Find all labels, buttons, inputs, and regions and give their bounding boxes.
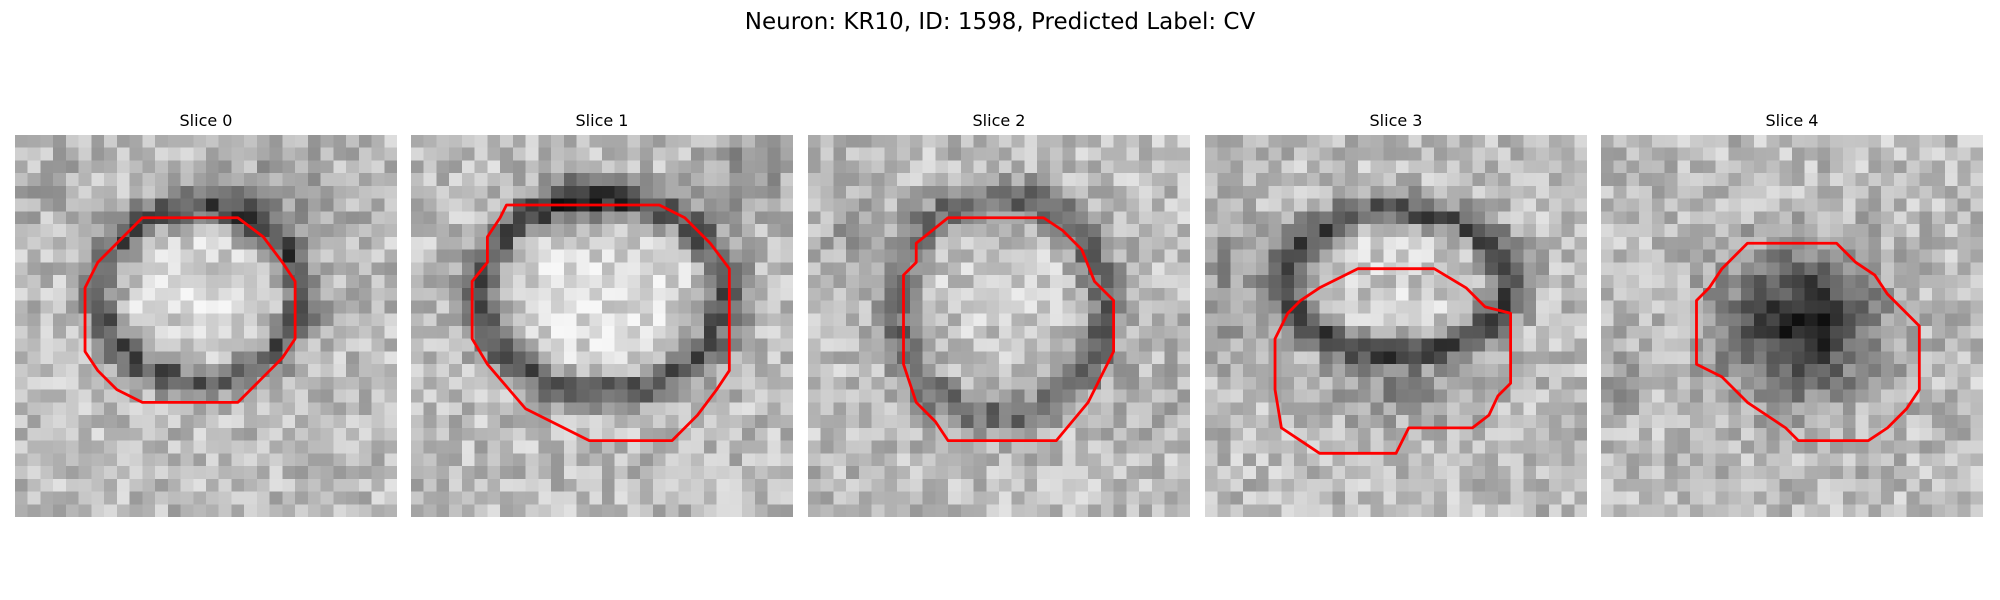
slice-title-3: Slice 3 bbox=[1369, 111, 1423, 130]
slice-title-0: Slice 0 bbox=[179, 111, 233, 130]
slice-image-1 bbox=[411, 135, 793, 517]
slice-panel-2: Slice 2 bbox=[808, 108, 1190, 517]
roi-contour-0 bbox=[83, 216, 297, 404]
roi-contour-2 bbox=[902, 216, 1116, 443]
slice-image-3 bbox=[1205, 135, 1587, 517]
roi-contour-3 bbox=[1273, 267, 1513, 455]
slice-image-0 bbox=[15, 135, 397, 517]
slice-panel-3: Slice 3 bbox=[1205, 108, 1587, 517]
slice-title-2: Slice 2 bbox=[972, 111, 1026, 130]
slice-title-1: Slice 1 bbox=[575, 111, 629, 130]
slice-image-2 bbox=[808, 135, 1190, 517]
slice-image-4 bbox=[1601, 135, 1983, 517]
roi-contour-1 bbox=[470, 203, 731, 443]
roi-contour-4 bbox=[1695, 241, 1921, 443]
slice-panel-0: Slice 0 bbox=[15, 108, 397, 517]
slice-title-4: Slice 4 bbox=[1765, 111, 1819, 130]
slice-panel-1: Slice 1 bbox=[411, 108, 793, 517]
figure-title: Neuron: KR10, ID: 1598, Predicted Label:… bbox=[744, 9, 1256, 35]
slice-panel-4: Slice 4 bbox=[1601, 108, 1983, 517]
